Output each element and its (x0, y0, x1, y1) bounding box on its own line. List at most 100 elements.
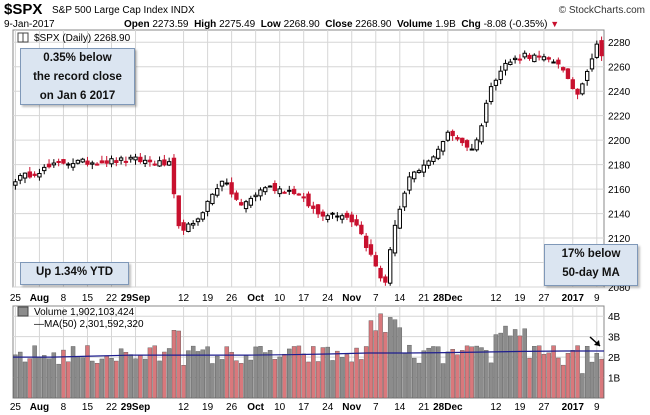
volume-bar-up (522, 328, 527, 399)
ytd-note: Up 1.34% YTD (20, 262, 129, 285)
candle-down (455, 137, 460, 140)
candle-down (536, 55, 542, 58)
candle-down (344, 212, 350, 218)
candle-down (114, 160, 119, 163)
x-tick-label: Nov (342, 402, 361, 413)
volume-bar-up (445, 351, 451, 399)
candle-up (128, 156, 133, 160)
record-note-line-2: the record close (33, 71, 122, 83)
volume-bar-up (532, 346, 537, 399)
price-tick-label: 2260 (608, 63, 631, 74)
volume-tick-label: 1B (608, 374, 621, 385)
x-tick-label: 7 (373, 402, 379, 413)
volume-bar-down (61, 349, 66, 399)
candle-down (320, 211, 326, 217)
volume-bar-up (90, 360, 95, 399)
open-label: Open (124, 19, 150, 30)
x-tick-label: 12 (490, 402, 502, 413)
volume-bar-down (460, 350, 465, 399)
candle-up (493, 79, 499, 86)
candle-down (56, 161, 61, 164)
volume-bar-down (551, 345, 556, 399)
candle-up (541, 56, 547, 61)
candle-up (503, 62, 508, 71)
candle-down (556, 59, 561, 65)
volume-bar-up (243, 354, 249, 399)
x-tick-label: 12 (178, 293, 190, 304)
volume-bar-up (75, 356, 81, 399)
x-tick-label: 27 (538, 293, 550, 304)
x-tick-label: Oct (247, 402, 264, 413)
candle-up (18, 175, 23, 181)
volume-bar-up (210, 363, 215, 399)
candle-down (560, 67, 566, 71)
candle-down (147, 159, 153, 163)
volume-bar-up (407, 344, 412, 399)
candle-down (570, 79, 575, 90)
x-tick-label: Nov (342, 293, 361, 304)
candle-up (219, 180, 225, 187)
stockcharts-watermark: © StockCharts.com (558, 5, 645, 16)
volume-bar-down (527, 357, 532, 399)
candle-up (431, 156, 436, 162)
candle-up (215, 188, 220, 196)
candle-up (589, 58, 595, 70)
open-value: 2273.59 (152, 19, 189, 30)
candle-down (464, 140, 470, 148)
volume-bar-down (570, 350, 575, 399)
candle-down (546, 57, 551, 60)
record-note-line-1: 0.35% below (43, 52, 112, 64)
volume-bar-up (133, 358, 138, 399)
volume-bar-up (589, 361, 595, 399)
candle-down (359, 224, 364, 235)
volume-bar-up (80, 357, 85, 399)
candle-up (522, 52, 527, 58)
exchange-label: INDX (170, 5, 195, 16)
volume-bar-down (354, 347, 359, 399)
x-tick-label: 17 (298, 402, 310, 413)
volume-bar-down (560, 364, 566, 399)
note-pointer-arrow-icon (594, 340, 600, 346)
volume-bar-down (123, 352, 129, 399)
volume-bar-up (411, 357, 417, 399)
candle-up (90, 162, 95, 165)
volume-note-line-2: 50-day MA (562, 267, 620, 279)
volume-bar-up (436, 346, 441, 399)
volume-bar-up (200, 349, 206, 399)
down-triangle-icon: ▼ (550, 19, 560, 29)
volume-bar-up (508, 335, 513, 399)
low-label: Low (260, 19, 281, 30)
volume-bar-down (282, 353, 287, 399)
x-tick-label: 10 (274, 293, 286, 304)
volume-bar-up (421, 350, 427, 399)
candle-down (575, 88, 580, 95)
candle-up (248, 197, 254, 206)
candle-down (104, 160, 109, 164)
candle-up (388, 249, 393, 284)
candle-down (162, 159, 167, 166)
volume-bar-down (234, 360, 239, 399)
volume-bar-down (546, 352, 551, 399)
candle-up (551, 61, 556, 64)
candle-up (109, 158, 114, 165)
volume-bar-down (575, 345, 580, 399)
candle-up (37, 172, 42, 178)
candle-up (200, 212, 205, 220)
candle-up (412, 171, 417, 180)
volume-bar-up (594, 353, 600, 399)
volume-bar-down (224, 346, 230, 399)
volume-bar-down (138, 354, 143, 399)
volume-bar-down (565, 353, 571, 399)
x-tick-label: 19 (202, 402, 214, 413)
candle-down (383, 276, 388, 283)
x-tick-label: 9 (594, 293, 600, 304)
x-tick-label: 29Sep (121, 293, 150, 304)
x-tick-label: 9 (594, 402, 600, 413)
price-tick-label: 2200 (608, 136, 631, 147)
volume-bar-up (253, 346, 258, 399)
volume-bar-down (335, 350, 340, 399)
x-tick-label: Oct (247, 293, 264, 304)
price-panel: 2080210021202140216021802200222022402260… (10, 29, 631, 304)
volume-bar-down (469, 346, 475, 399)
